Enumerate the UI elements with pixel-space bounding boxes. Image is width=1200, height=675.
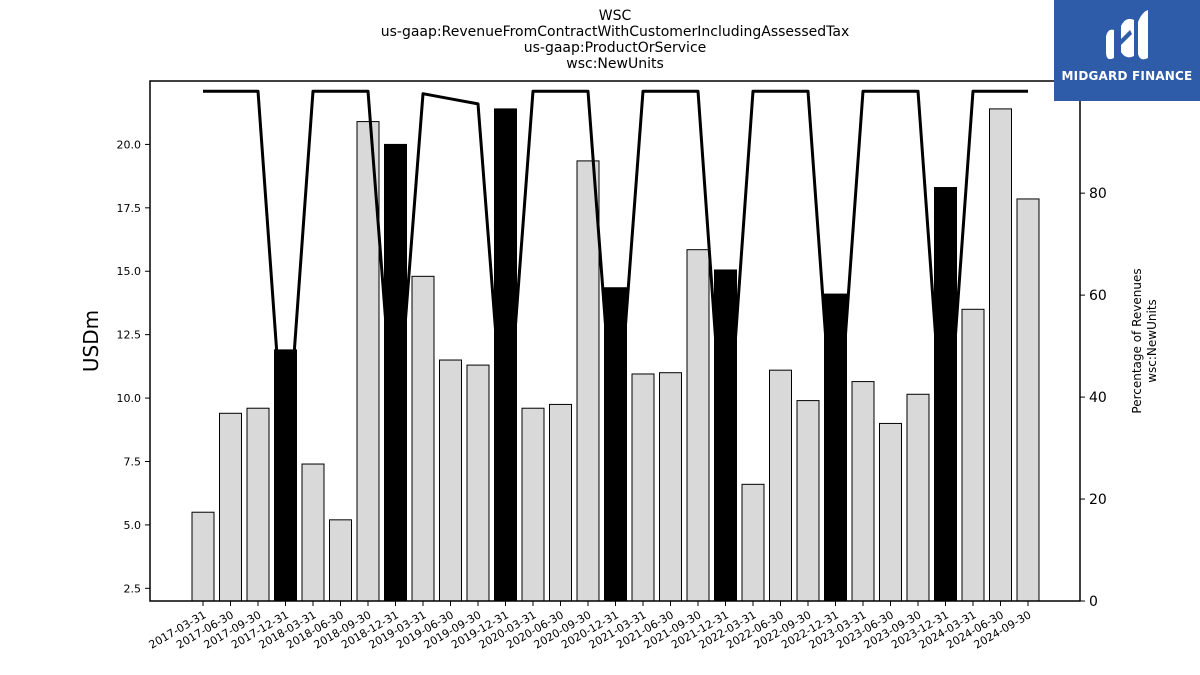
bar-2023-09-30 <box>906 393 930 602</box>
x-axis: 2017-03-312017-06-302017-09-302017-12-31… <box>147 601 1034 652</box>
bar-2017-06-30 <box>219 412 242 602</box>
bar-2017-09-30 <box>246 407 270 602</box>
y2-tick-label: 40 <box>1089 390 1107 406</box>
bar-2021-09-30 <box>686 249 710 602</box>
bar-2022-12-31 <box>824 293 847 602</box>
bar-2020-03-31 <box>521 407 545 602</box>
chart-title: WSC us-gaap:RevenueFromContractWithCusto… <box>381 8 850 72</box>
y2-tick-label: 60 <box>1089 288 1107 304</box>
y-tick-label: 15.0 <box>117 265 142 278</box>
bar-2019-06-30 <box>439 359 462 602</box>
title-line-4: wsc:NewUnits <box>566 56 664 72</box>
bar-2018-12-31 <box>384 143 407 602</box>
bar-2019-09-30 <box>466 364 490 602</box>
bar-2019-03-31 <box>411 275 435 602</box>
bar-2020-09-30 <box>576 160 600 602</box>
y2-tick-label: 0 <box>1089 594 1098 610</box>
y-tick-label: 10.0 <box>117 392 142 405</box>
bar-2023-12-31 <box>934 187 957 602</box>
y-tick-label: 2.5 <box>124 582 142 595</box>
bar-2022-06-30 <box>769 369 792 602</box>
bar-2022-09-30 <box>796 400 820 602</box>
bar-2024-09-30 <box>1016 198 1040 602</box>
midgard-finance-logo: MIDGARD FINANCE <box>1054 0 1200 101</box>
bar-2024-03-31 <box>961 308 985 602</box>
bar-2018-03-31 <box>301 463 325 602</box>
bar-2017-12-31 <box>274 349 297 602</box>
bar-2023-03-31 <box>851 381 875 602</box>
title-line-3: us-gaap:ProductOrService <box>524 40 707 56</box>
bar-2017-03-31 <box>191 511 215 602</box>
y-tick-label: 17.5 <box>117 202 142 215</box>
bar-2021-12-31 <box>714 269 737 602</box>
bar-2024-06-30 <box>989 108 1012 602</box>
bar-2022-03-31 <box>741 483 765 602</box>
bar-2018-06-30 <box>329 519 352 602</box>
y-tick-label: 7.5 <box>124 455 142 468</box>
bar-series <box>191 108 1040 602</box>
logo-text: MIDGARD FINANCE <box>1061 69 1193 83</box>
bar-2021-03-31 <box>631 373 655 602</box>
right-y-axis-label-line-2: wsc:NewUnits <box>1145 299 1159 383</box>
bar-2021-06-30 <box>659 372 682 602</box>
right-y-axis: 020406080100 <box>1080 84 1116 610</box>
y-tick-label: 20.0 <box>117 138 142 151</box>
y2-tick-label: 20 <box>1089 492 1107 508</box>
left-y-axis: 2.5 5.0 7.5 10.0 12.5 15.0 17.5 20.0 <box>117 138 150 595</box>
y2-tick-label: 80 <box>1089 186 1107 202</box>
bar-2020-06-30 <box>549 403 572 602</box>
title-line-1: WSC <box>599 8 632 24</box>
right-y-axis-label-line-1: Percentage of Revenues <box>1130 268 1144 413</box>
y-axis-label: USDm <box>79 310 103 372</box>
y-tick-label: 5.0 <box>124 519 142 532</box>
percentage-line <box>203 89 1028 481</box>
title-line-2: us-gaap:RevenueFromContractWithCustomerI… <box>381 24 850 40</box>
logo-mark-icon <box>1106 10 1148 60</box>
y-tick-label: 12.5 <box>117 329 142 342</box>
bar-2023-06-30 <box>879 422 902 602</box>
